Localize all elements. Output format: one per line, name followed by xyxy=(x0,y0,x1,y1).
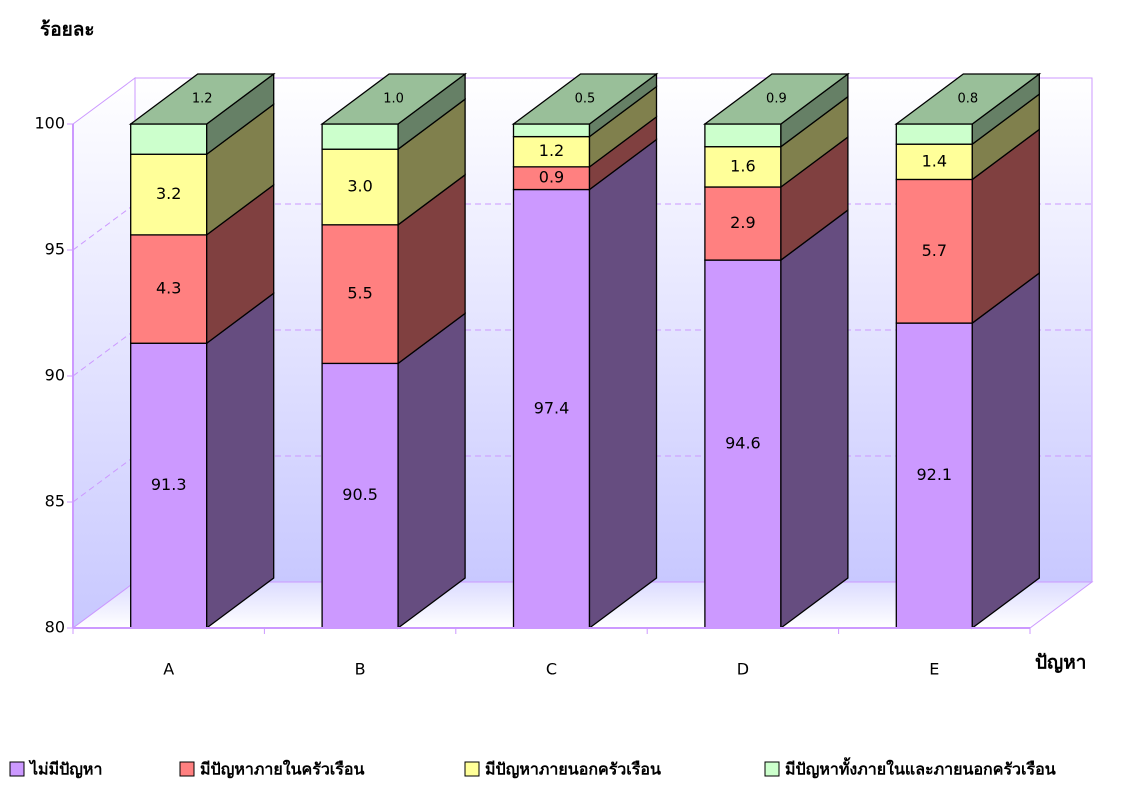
value-label: 94.6 xyxy=(725,434,761,453)
bar-side xyxy=(397,312,466,630)
value-label: 2.9 xyxy=(730,213,755,232)
value-label: 97.4 xyxy=(534,398,570,417)
value-label: 1.2 xyxy=(539,141,564,160)
value-label: 3.0 xyxy=(347,177,372,196)
side-wall xyxy=(72,77,136,629)
bar-segment xyxy=(512,135,591,168)
value-label: 92.1 xyxy=(916,465,952,484)
bar-top xyxy=(320,73,468,125)
value-label: 1.2 xyxy=(192,92,213,107)
x-tick-label: A xyxy=(163,660,174,679)
value-label: 0.8 xyxy=(957,92,978,107)
legend-swatch xyxy=(9,761,25,777)
bar-segment xyxy=(321,148,399,226)
bar-side xyxy=(971,271,1040,630)
value-label: 5.7 xyxy=(922,241,947,260)
bar-segment xyxy=(895,178,973,324)
bar-segment xyxy=(704,123,782,148)
legend-swatch xyxy=(764,761,780,777)
bar-top xyxy=(894,73,1042,125)
bar-segment xyxy=(130,153,208,236)
bar-segment xyxy=(130,123,208,155)
y-tick-label: 95 xyxy=(45,240,65,259)
value-label: 1.6 xyxy=(730,156,755,175)
x-tick-label: D xyxy=(737,660,749,679)
bar-segment xyxy=(321,123,399,150)
bar-top xyxy=(128,73,276,125)
bar-side xyxy=(780,208,849,630)
bar-segment xyxy=(512,123,591,138)
bar-side xyxy=(588,138,658,630)
x-axis-title: ปัญหา xyxy=(1035,652,1086,674)
bar-side xyxy=(206,291,275,630)
legend-swatch xyxy=(179,761,195,777)
bar-top xyxy=(702,73,850,125)
bar-segment xyxy=(704,146,782,188)
y-axis-title: ร้อยละ xyxy=(40,19,95,41)
bar-segment xyxy=(512,188,591,629)
value-label: 0.9 xyxy=(766,92,787,107)
legend-label: ไม่มีปัญหา xyxy=(28,760,102,780)
value-label: 1.4 xyxy=(922,151,947,170)
value-label: 0.5 xyxy=(575,92,596,107)
legend-label: มีปัญหาภายนอกครัวเรือน xyxy=(485,760,661,780)
legend-label: มีปัญหาภายในครัวเรือน xyxy=(200,760,364,780)
x-tick-label: C xyxy=(546,660,557,679)
value-label: 3.2 xyxy=(156,184,181,203)
value-label: 91.3 xyxy=(151,475,187,494)
grid-line xyxy=(72,203,136,251)
bar-segment xyxy=(895,143,973,181)
bar-segment xyxy=(321,224,399,365)
legend-swatch xyxy=(464,761,480,777)
bar-segment xyxy=(704,186,782,261)
legend-label: มีปัญหาทั้งภายในและภายนอกครัวเรือน xyxy=(785,757,1056,780)
bar-top xyxy=(511,73,659,125)
bar-segment xyxy=(130,234,208,344)
value-label: 90.5 xyxy=(342,485,378,504)
value-label: 4.3 xyxy=(156,279,181,298)
x-tick-label: E xyxy=(929,660,939,679)
bar-segment xyxy=(895,123,973,145)
grid-line xyxy=(72,455,136,503)
y-tick-label: 85 xyxy=(45,492,65,511)
bar-segment xyxy=(321,362,399,629)
value-label: 1.0 xyxy=(383,92,404,107)
y-tick-label: 80 xyxy=(45,618,65,637)
value-label: 5.5 xyxy=(347,284,372,303)
grid-line xyxy=(72,329,136,377)
y-tick-label: 90 xyxy=(45,366,65,385)
value-label: 0.9 xyxy=(539,168,564,187)
y-tick-label: 100 xyxy=(34,114,65,133)
x-tick-label: B xyxy=(355,660,366,679)
